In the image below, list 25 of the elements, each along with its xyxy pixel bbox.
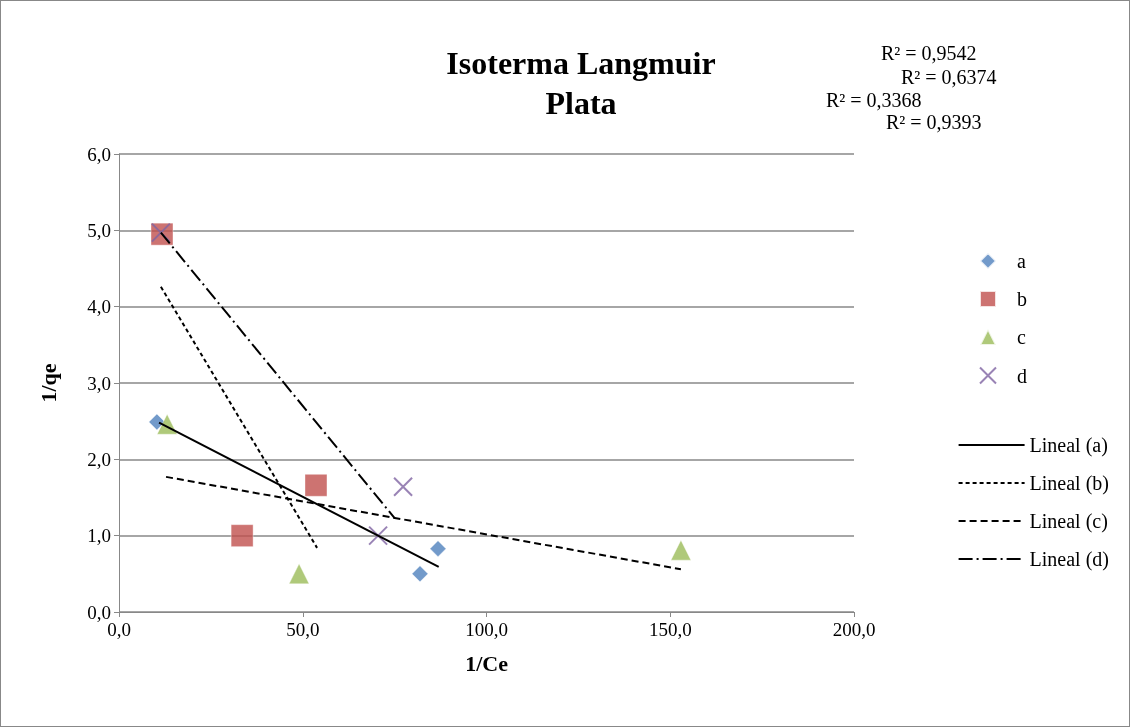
legend-label: Lineal (a)	[1029, 434, 1108, 457]
y-tick-label: 5,0	[87, 219, 111, 241]
text: R² = 0,9542	[881, 42, 977, 64]
x-tick-label: 100,0	[465, 619, 508, 640]
legend-label: d	[1017, 364, 1027, 387]
y-tick-label: 1,0	[87, 525, 111, 547]
x-tick-label: 50,0	[286, 619, 320, 640]
y-tick-label: 3,0	[87, 372, 111, 394]
legend-label: a	[1017, 250, 1026, 272]
chart-title: Isoterma Langmuir Plata	[446, 45, 716, 121]
legend-label: Lineal (c)	[1029, 510, 1108, 533]
y-axis-title: 1/qe	[35, 363, 61, 403]
text: R² = 0,9393	[886, 111, 982, 133]
legend-label: Lineal (d)	[1029, 548, 1109, 571]
y-tick-label: 2,0	[87, 448, 111, 470]
text: R² = 0,3368	[826, 89, 922, 111]
y-tick-label: 4,0	[87, 296, 111, 318]
y-tick-label: 6,0	[87, 143, 111, 165]
text: R² = 0,6374	[901, 66, 997, 88]
legend-label: b	[1017, 288, 1027, 310]
x-tick-label: 150,0	[648, 619, 692, 640]
legend-label: c	[1017, 326, 1026, 348]
x-tick-label: 200,0	[832, 619, 876, 640]
legend-label: Lineal (b)	[1029, 472, 1109, 495]
x-axis-title: 1/Ce	[465, 650, 509, 676]
